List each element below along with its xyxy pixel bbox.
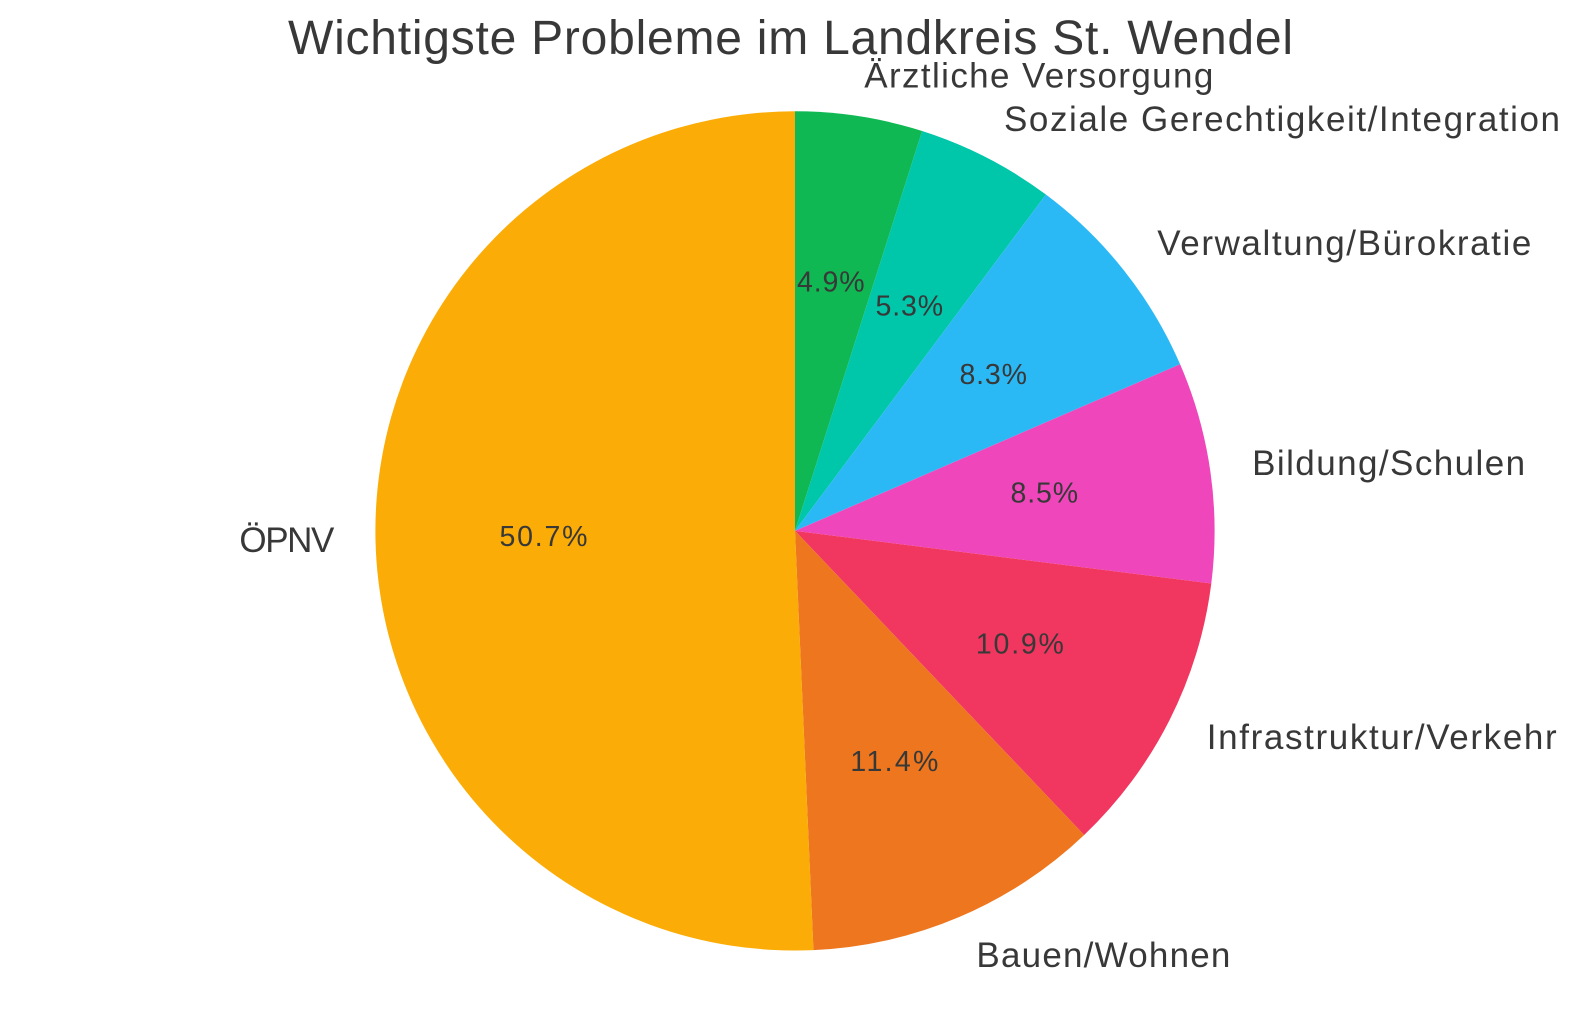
svg-text:Wichtigste Probleme im Landkre: Wichtigste Probleme im Landkreis St. Wen…: [288, 12, 1293, 65]
svg-text:8.5%: 8.5%: [1011, 477, 1079, 509]
svg-text:5.3%: 5.3%: [876, 290, 944, 322]
svg-text:8.3%: 8.3%: [959, 359, 1026, 391]
svg-text:ÖPNV: ÖPNV: [239, 521, 335, 560]
svg-text:Bauen/Wohnen: Bauen/Wohnen: [976, 936, 1230, 975]
svg-text:Soziale Gerechtigkeit/Integrat: Soziale Gerechtigkeit/Integration: [1004, 100, 1560, 139]
svg-text:Verwaltung/Bürokratie: Verwaltung/Bürokratie: [1157, 224, 1531, 263]
svg-text:11.4%: 11.4%: [850, 746, 938, 778]
svg-text:4.9%: 4.9%: [797, 266, 865, 298]
svg-text:Bildung/Schulen: Bildung/Schulen: [1252, 444, 1525, 483]
svg-text:Ärztliche Versorgung: Ärztliche Versorgung: [864, 57, 1213, 96]
svg-text:Infrastruktur/Verkehr: Infrastruktur/Verkehr: [1207, 718, 1557, 757]
